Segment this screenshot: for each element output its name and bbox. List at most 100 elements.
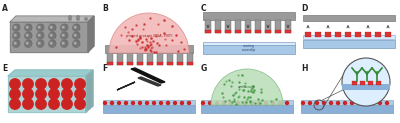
FancyBboxPatch shape xyxy=(303,35,395,39)
FancyBboxPatch shape xyxy=(303,15,395,21)
FancyBboxPatch shape xyxy=(235,20,241,33)
Circle shape xyxy=(74,34,76,36)
Circle shape xyxy=(146,101,148,105)
Circle shape xyxy=(364,101,368,105)
Circle shape xyxy=(25,41,31,47)
Circle shape xyxy=(110,101,114,105)
Circle shape xyxy=(77,16,79,18)
Text: coverslip: coverslip xyxy=(242,48,256,53)
Circle shape xyxy=(37,40,44,47)
Text: coating: coating xyxy=(243,44,255,47)
FancyBboxPatch shape xyxy=(157,53,163,65)
FancyBboxPatch shape xyxy=(187,62,193,65)
FancyBboxPatch shape xyxy=(215,30,221,33)
Circle shape xyxy=(49,32,56,39)
Text: antibody: antibody xyxy=(238,85,256,89)
FancyBboxPatch shape xyxy=(342,84,390,90)
FancyBboxPatch shape xyxy=(315,32,321,37)
Circle shape xyxy=(74,42,76,44)
Circle shape xyxy=(61,24,68,31)
Circle shape xyxy=(342,58,390,106)
Circle shape xyxy=(286,101,288,105)
FancyBboxPatch shape xyxy=(368,81,373,85)
Circle shape xyxy=(62,79,72,89)
Circle shape xyxy=(73,41,79,47)
Circle shape xyxy=(244,101,246,105)
Circle shape xyxy=(138,101,142,105)
Circle shape xyxy=(336,101,340,105)
Circle shape xyxy=(50,34,52,36)
FancyBboxPatch shape xyxy=(275,20,281,33)
Circle shape xyxy=(62,42,64,44)
FancyBboxPatch shape xyxy=(352,81,357,85)
Circle shape xyxy=(174,101,176,105)
FancyBboxPatch shape xyxy=(301,105,393,113)
FancyBboxPatch shape xyxy=(285,20,291,33)
Circle shape xyxy=(50,42,52,44)
FancyBboxPatch shape xyxy=(107,62,113,65)
Circle shape xyxy=(372,101,374,105)
Circle shape xyxy=(386,101,388,105)
Circle shape xyxy=(61,41,67,47)
FancyBboxPatch shape xyxy=(103,105,195,113)
Circle shape xyxy=(14,26,16,28)
Circle shape xyxy=(160,101,162,105)
FancyBboxPatch shape xyxy=(275,30,281,33)
Circle shape xyxy=(166,101,170,105)
Circle shape xyxy=(37,24,44,31)
FancyBboxPatch shape xyxy=(201,105,293,113)
FancyBboxPatch shape xyxy=(245,30,251,33)
Circle shape xyxy=(10,99,20,109)
Circle shape xyxy=(14,34,16,36)
Circle shape xyxy=(38,26,40,28)
Polygon shape xyxy=(138,77,161,86)
Circle shape xyxy=(62,34,64,36)
Circle shape xyxy=(25,40,32,47)
FancyBboxPatch shape xyxy=(201,100,293,105)
FancyBboxPatch shape xyxy=(285,30,291,33)
Circle shape xyxy=(69,18,71,20)
Circle shape xyxy=(36,79,46,89)
Circle shape xyxy=(350,101,354,105)
Circle shape xyxy=(330,101,332,105)
Text: A: A xyxy=(2,4,8,13)
Circle shape xyxy=(264,101,268,105)
Circle shape xyxy=(49,41,55,47)
Text: printed protein (BSA, FNT): printed protein (BSA, FNT) xyxy=(125,34,173,38)
Circle shape xyxy=(14,42,16,44)
Circle shape xyxy=(25,25,31,31)
Circle shape xyxy=(69,16,71,18)
FancyBboxPatch shape xyxy=(235,30,241,33)
Polygon shape xyxy=(8,70,93,76)
Circle shape xyxy=(49,24,56,31)
Polygon shape xyxy=(10,16,94,22)
Circle shape xyxy=(37,33,43,39)
FancyBboxPatch shape xyxy=(215,20,221,33)
FancyBboxPatch shape xyxy=(203,45,295,54)
FancyBboxPatch shape xyxy=(203,12,295,20)
Circle shape xyxy=(61,33,67,39)
Circle shape xyxy=(23,79,33,89)
Circle shape xyxy=(316,101,318,105)
Circle shape xyxy=(208,101,212,105)
FancyBboxPatch shape xyxy=(265,30,271,33)
FancyBboxPatch shape xyxy=(360,81,365,85)
Text: G: G xyxy=(201,64,207,73)
FancyBboxPatch shape xyxy=(167,62,173,65)
Circle shape xyxy=(25,33,31,39)
Circle shape xyxy=(36,99,46,109)
Polygon shape xyxy=(10,22,88,52)
Text: C: C xyxy=(201,4,207,13)
Circle shape xyxy=(49,99,59,109)
FancyBboxPatch shape xyxy=(255,30,261,33)
Circle shape xyxy=(49,25,55,31)
Circle shape xyxy=(152,101,156,105)
FancyBboxPatch shape xyxy=(105,45,193,53)
Circle shape xyxy=(85,18,87,20)
Circle shape xyxy=(118,101,120,105)
FancyBboxPatch shape xyxy=(365,32,371,37)
Circle shape xyxy=(36,89,46,99)
FancyBboxPatch shape xyxy=(117,62,123,65)
Circle shape xyxy=(37,25,43,31)
FancyBboxPatch shape xyxy=(265,20,271,33)
